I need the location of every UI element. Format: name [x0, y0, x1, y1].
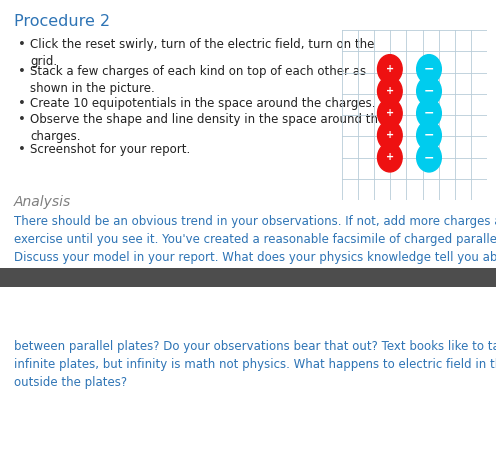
- Circle shape: [377, 55, 402, 83]
- Circle shape: [417, 121, 441, 150]
- Text: •: •: [18, 143, 26, 156]
- Text: Screenshot for your report.: Screenshot for your report.: [30, 143, 190, 156]
- Text: •: •: [18, 65, 26, 78]
- Circle shape: [377, 99, 402, 128]
- Text: −: −: [424, 62, 434, 75]
- Text: −: −: [424, 129, 434, 142]
- Text: Analysis: Analysis: [14, 195, 71, 209]
- Text: +: +: [386, 108, 394, 118]
- Circle shape: [377, 121, 402, 150]
- Circle shape: [377, 77, 402, 106]
- Text: +: +: [386, 86, 394, 96]
- Text: −: −: [424, 85, 434, 98]
- Text: Observe the shape and line density in the space around the
charges.: Observe the shape and line density in th…: [30, 113, 385, 143]
- Text: +: +: [386, 130, 394, 140]
- Circle shape: [417, 77, 441, 106]
- Text: Click the reset swirly, turn of the electric field, turn on the
grid.: Click the reset swirly, turn of the elec…: [30, 38, 374, 68]
- Text: Stack a few charges of each kind on top of each other as
shown in the picture.: Stack a few charges of each kind on top …: [30, 65, 366, 95]
- Circle shape: [417, 143, 441, 172]
- Text: •: •: [18, 97, 26, 110]
- Circle shape: [417, 55, 441, 83]
- Text: between parallel plates? Do your observations bear that out? Text books like to : between parallel plates? Do your observa…: [14, 340, 496, 389]
- Text: −: −: [424, 107, 434, 120]
- Text: Procedure 2: Procedure 2: [14, 14, 110, 29]
- Text: Create 10 equipotentials in the space around the charges.: Create 10 equipotentials in the space ar…: [30, 97, 375, 110]
- Text: •: •: [18, 38, 26, 51]
- Text: −: −: [424, 151, 434, 164]
- Text: +: +: [386, 152, 394, 163]
- Bar: [0, 268, 496, 287]
- Text: +: +: [386, 64, 394, 74]
- Text: •: •: [18, 113, 26, 126]
- Circle shape: [377, 143, 402, 172]
- Circle shape: [417, 99, 441, 128]
- Text: There should be an obvious trend in your observations. If not, add more charges : There should be an obvious trend in your…: [14, 215, 496, 264]
